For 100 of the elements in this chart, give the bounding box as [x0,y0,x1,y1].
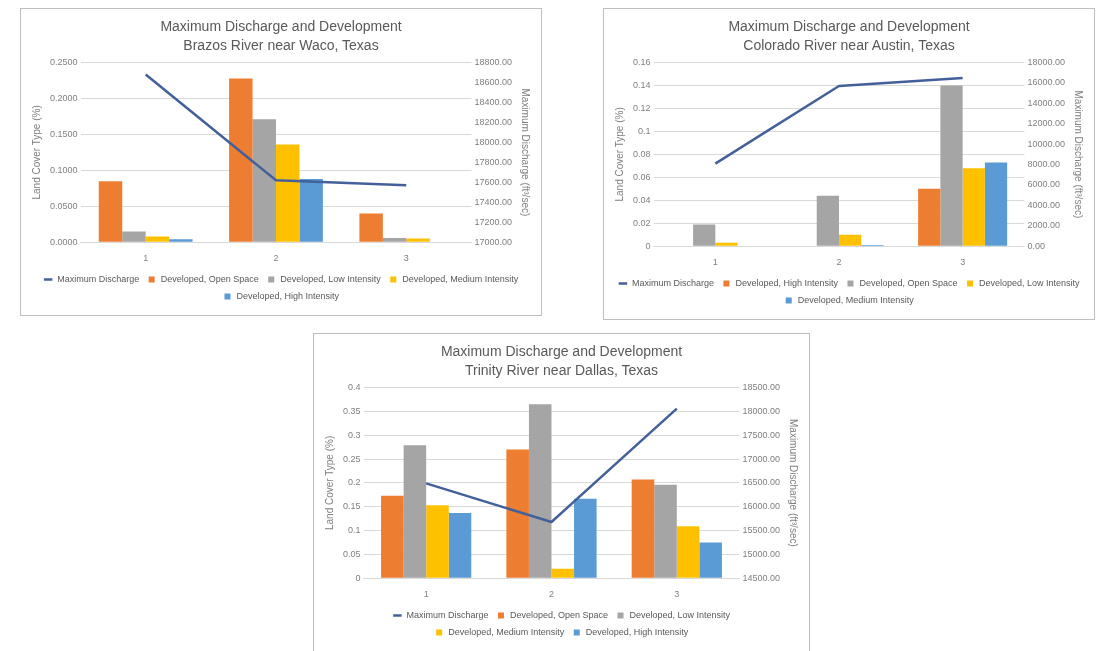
y-axis-title: Land Cover Type (%) [323,435,335,531]
y-tick-label: 0.05 [342,548,361,559]
y-tick-label: 0.12 [632,102,651,113]
y-tick-label: 0.04 [632,194,651,205]
bar [528,404,552,578]
x-tick-label: 2 [836,257,842,268]
chart-subtitle: Brazos River near Waco, Texas [183,37,379,54]
bar [715,242,738,246]
y-tick-label: 0.06 [632,171,651,182]
bar [838,234,862,246]
legend-label: Developed, High Intensity [236,290,340,301]
bar [940,85,963,246]
y2-tick-label: 4000.00 [1027,199,1061,210]
legend-label: Maximum Discharge [631,277,714,288]
bar [229,78,253,242]
y-tick-label: 0.02 [632,217,651,228]
y-tick-label: 0.1 [638,125,651,136]
y-tick-label: 0.2000 [50,93,78,103]
y2-axis-title: Maximum Discharge (ft³/sec) [788,418,800,547]
y2-tick-label: 18000.00 [474,136,513,147]
bar [276,144,300,242]
bar [252,119,276,242]
legend-label: Developed, High Intensity [735,277,839,288]
y-tick-label: 0.14 [632,80,651,91]
y-tick-label: 0.4 [348,382,361,393]
y2-tick-label: 18800.00 [474,57,513,68]
y2-tick-label: 17000.00 [474,236,513,247]
chart-title: Maximum Discharge and Development [440,343,683,360]
y2-tick-label: 17800.00 [474,156,513,167]
y2-tick-label: 16000.00 [742,501,781,512]
bar [448,512,472,578]
bar [631,479,655,578]
y-tick-label: 0.2500 [50,57,78,68]
y2-tick-label: 18600.00 [474,77,513,88]
y-tick-label: 0.2 [348,477,361,488]
bar [654,484,677,578]
bar [962,168,985,246]
chart-subtitle: Trinity River near Dallas, Texas [465,362,658,379]
bar [299,178,323,242]
y-tick-label: 0.35 [342,405,361,416]
legend-label: Maximum Discharge [57,273,140,284]
y2-tick-label: 18000.00 [1027,57,1066,68]
x-tick-label: 1 [712,257,718,268]
y2-tick-label: 18200.00 [474,116,513,127]
bar [506,449,529,578]
y-axis-title: Land Cover Type (%) [613,107,625,202]
bar [122,231,146,242]
y2-tick-label: 10000.00 [1027,138,1066,149]
legend-label: Developed, Medium Intensity [402,273,519,284]
y-tick-label: 0.15 [342,501,361,512]
bar [676,526,700,578]
y-axis-title: Land Cover Type (%) [30,105,42,200]
chart-subtitle: Colorado River near Austin, Texas [743,37,955,54]
bar [145,236,170,242]
legend-label: Developed, Low Intensity [979,277,1081,288]
legend-label: Developed, Medium Intensity [797,294,915,305]
bar [406,238,430,242]
legend-label: Developed, Open Space [509,609,609,620]
y2-tick-label: 16000.00 [1027,77,1066,88]
y2-tick-label: 17500.00 [742,429,781,440]
y-tick-label: 0.0000 [50,236,78,247]
x-tick-label: 1 [143,253,149,264]
y-tick-label: 0.1500 [50,128,78,139]
x-tick-label: 1 [423,589,429,600]
bar [381,495,404,578]
y2-tick-label: 17400.00 [474,196,513,207]
x-tick-label: 3 [674,589,680,600]
y2-tick-label: 16500.00 [742,477,781,488]
bar [984,162,1008,246]
legend-label: Developed, Medium Intensity [448,626,565,637]
y2-axis-title: Maximum Discharge (ft³/sec) [1073,90,1085,219]
y2-tick-label: 15000.00 [742,548,781,559]
y2-tick-label: 14500.00 [742,572,781,583]
x-tick-label: 3 [403,253,409,264]
y-tick-label: 0.1 [348,525,361,536]
bar [699,542,722,578]
x-tick-label: 2 [548,589,554,600]
chart-title: Maximum Discharge and Development [160,18,402,35]
y-tick-label: 0.1000 [50,164,78,175]
legend-label: Developed, High Intensity [585,626,689,637]
bar [693,224,716,246]
bar [816,195,839,246]
y2-tick-label: 17000.00 [742,453,781,464]
y2-tick-label: 17600.00 [474,176,513,187]
bar [574,498,597,578]
y2-tick-label: 2000.00 [1027,220,1061,231]
y2-tick-label: 17200.00 [474,216,513,227]
y2-axis-title: Maximum Discharge (ft³/sec) [520,88,532,217]
bar [98,181,123,242]
y-tick-label: 0.25 [342,453,361,464]
y-tick-label: 0.16 [632,57,651,68]
y-tick-label: 0.08 [632,148,651,159]
bar [551,568,575,578]
y2-tick-label: 6000.00 [1027,179,1061,190]
bar [403,445,427,578]
y-tick-label: 0 [645,240,651,251]
y2-tick-label: 18000.00 [742,405,781,416]
y-tick-label: 0.0500 [50,200,78,211]
y2-tick-label: 15500.00 [742,525,781,536]
x-tick-label: 3 [960,257,966,268]
